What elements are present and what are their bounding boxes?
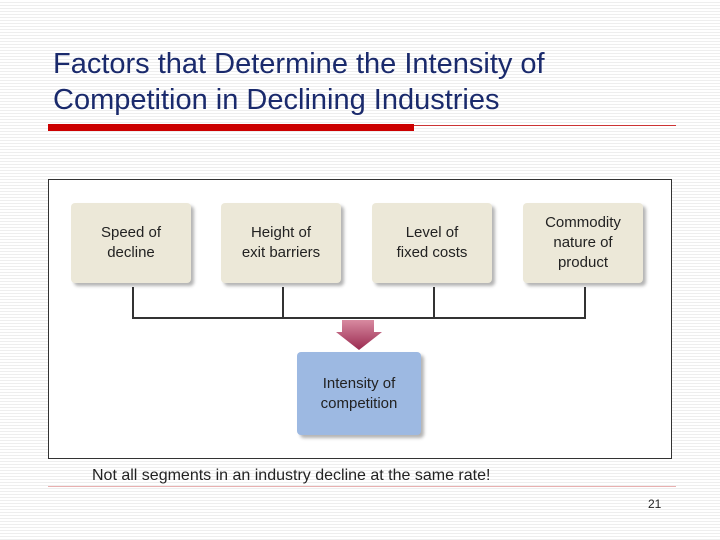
slide-note: Not all segments in an industry decline … <box>92 467 491 484</box>
connector-lines <box>132 287 586 350</box>
page-number: 21 <box>648 497 662 511</box>
result-intensity-of-competition: Intensity of competition <box>297 352 421 435</box>
diagram-panel: Speed of decline Height of exit barriers… <box>48 179 672 459</box>
factor-commodity-nature: Commodity nature of product <box>523 203 643 283</box>
title-underline-accent <box>48 124 414 131</box>
note-divider <box>48 486 676 487</box>
title-underline-thin <box>414 125 676 126</box>
slide-title: Factors that Determine the Intensity of … <box>53 48 545 116</box>
factor-speed-of-decline: Speed of decline <box>71 203 191 283</box>
down-arrow-icon <box>336 320 382 350</box>
factor-fixed-costs: Level of fixed costs <box>372 203 492 283</box>
factor-exit-barriers: Height of exit barriers <box>221 203 341 283</box>
